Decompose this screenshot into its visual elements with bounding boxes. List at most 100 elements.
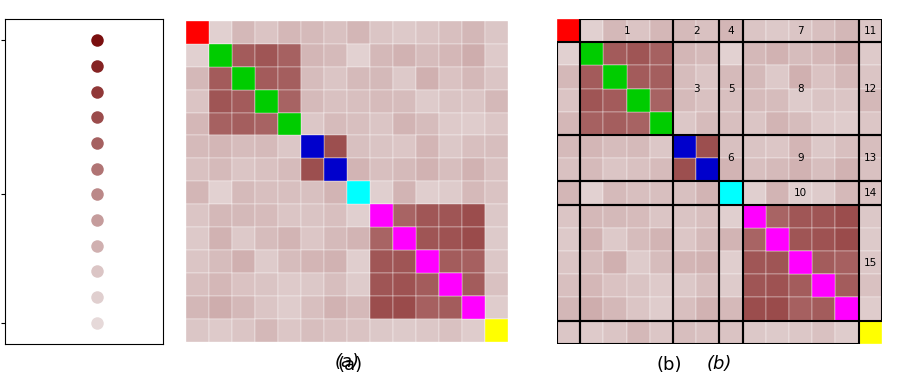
- Bar: [462, 89, 485, 113]
- Bar: [859, 158, 882, 181]
- Bar: [255, 113, 278, 136]
- Bar: [485, 296, 508, 319]
- Bar: [673, 89, 696, 112]
- Bar: [813, 205, 835, 228]
- Bar: [581, 19, 673, 42]
- Bar: [835, 42, 859, 65]
- Bar: [393, 44, 416, 66]
- Bar: [650, 42, 673, 65]
- Text: 9: 9: [797, 153, 804, 163]
- Bar: [627, 135, 650, 158]
- Bar: [603, 19, 627, 42]
- Bar: [255, 296, 278, 319]
- Bar: [416, 319, 439, 342]
- Bar: [813, 181, 835, 205]
- Bar: [232, 66, 255, 89]
- Bar: [766, 135, 789, 158]
- Bar: [557, 42, 581, 135]
- Bar: [232, 89, 255, 113]
- Bar: [835, 112, 859, 135]
- Bar: [603, 42, 627, 65]
- Bar: [209, 44, 232, 66]
- Bar: [209, 159, 232, 181]
- Bar: [696, 205, 720, 228]
- Bar: [581, 181, 603, 205]
- Bar: [187, 296, 209, 319]
- Bar: [673, 228, 696, 251]
- Bar: [581, 19, 603, 42]
- Bar: [416, 44, 439, 66]
- Bar: [370, 159, 393, 181]
- Bar: [650, 320, 673, 344]
- Text: 2: 2: [693, 26, 700, 36]
- X-axis label: (b): (b): [707, 355, 733, 373]
- Bar: [859, 135, 882, 181]
- Bar: [255, 136, 278, 159]
- Bar: [835, 228, 859, 251]
- Bar: [187, 89, 209, 113]
- Bar: [789, 135, 813, 158]
- Bar: [859, 181, 882, 205]
- Bar: [209, 319, 232, 342]
- Bar: [485, 319, 508, 342]
- Bar: [370, 44, 393, 66]
- Bar: [859, 320, 882, 344]
- Bar: [370, 181, 393, 204]
- Bar: [696, 89, 720, 112]
- Bar: [813, 320, 835, 344]
- Bar: [743, 320, 859, 344]
- Bar: [370, 89, 393, 113]
- Bar: [324, 136, 347, 159]
- Bar: [789, 320, 813, 344]
- Bar: [416, 204, 439, 227]
- Bar: [743, 135, 859, 181]
- Bar: [673, 19, 696, 42]
- Bar: [557, 135, 581, 158]
- Bar: [255, 66, 278, 89]
- Bar: [720, 65, 743, 89]
- Bar: [232, 250, 255, 274]
- Bar: [603, 205, 627, 228]
- Bar: [557, 42, 581, 65]
- Bar: [650, 112, 673, 135]
- Bar: [462, 227, 485, 250]
- Bar: [743, 228, 766, 251]
- Bar: [581, 274, 603, 298]
- Bar: [581, 320, 673, 344]
- Bar: [766, 205, 789, 228]
- Bar: [255, 319, 278, 342]
- Bar: [255, 44, 278, 66]
- Bar: [462, 250, 485, 274]
- Bar: [835, 320, 859, 344]
- Bar: [462, 44, 485, 66]
- Bar: [324, 319, 347, 342]
- Text: 11: 11: [864, 26, 877, 36]
- Bar: [324, 274, 347, 296]
- Bar: [603, 158, 627, 181]
- Bar: [743, 205, 766, 228]
- Bar: [462, 296, 485, 319]
- Bar: [278, 159, 301, 181]
- Bar: [743, 158, 766, 181]
- Bar: [696, 65, 720, 89]
- Text: 4: 4: [728, 26, 734, 36]
- Bar: [673, 320, 696, 344]
- Bar: [324, 159, 347, 181]
- Bar: [278, 181, 301, 204]
- Bar: [557, 112, 581, 135]
- Bar: [462, 296, 485, 319]
- Bar: [347, 181, 370, 204]
- Bar: [673, 42, 696, 65]
- Bar: [232, 44, 255, 66]
- Bar: [232, 204, 255, 227]
- Bar: [603, 298, 627, 320]
- Bar: [627, 65, 650, 89]
- Bar: [835, 135, 859, 158]
- Bar: [393, 296, 416, 319]
- Bar: [301, 159, 324, 181]
- Bar: [720, 135, 743, 158]
- Bar: [255, 159, 278, 181]
- Bar: [416, 250, 439, 274]
- Bar: [743, 19, 766, 42]
- Bar: [324, 227, 347, 250]
